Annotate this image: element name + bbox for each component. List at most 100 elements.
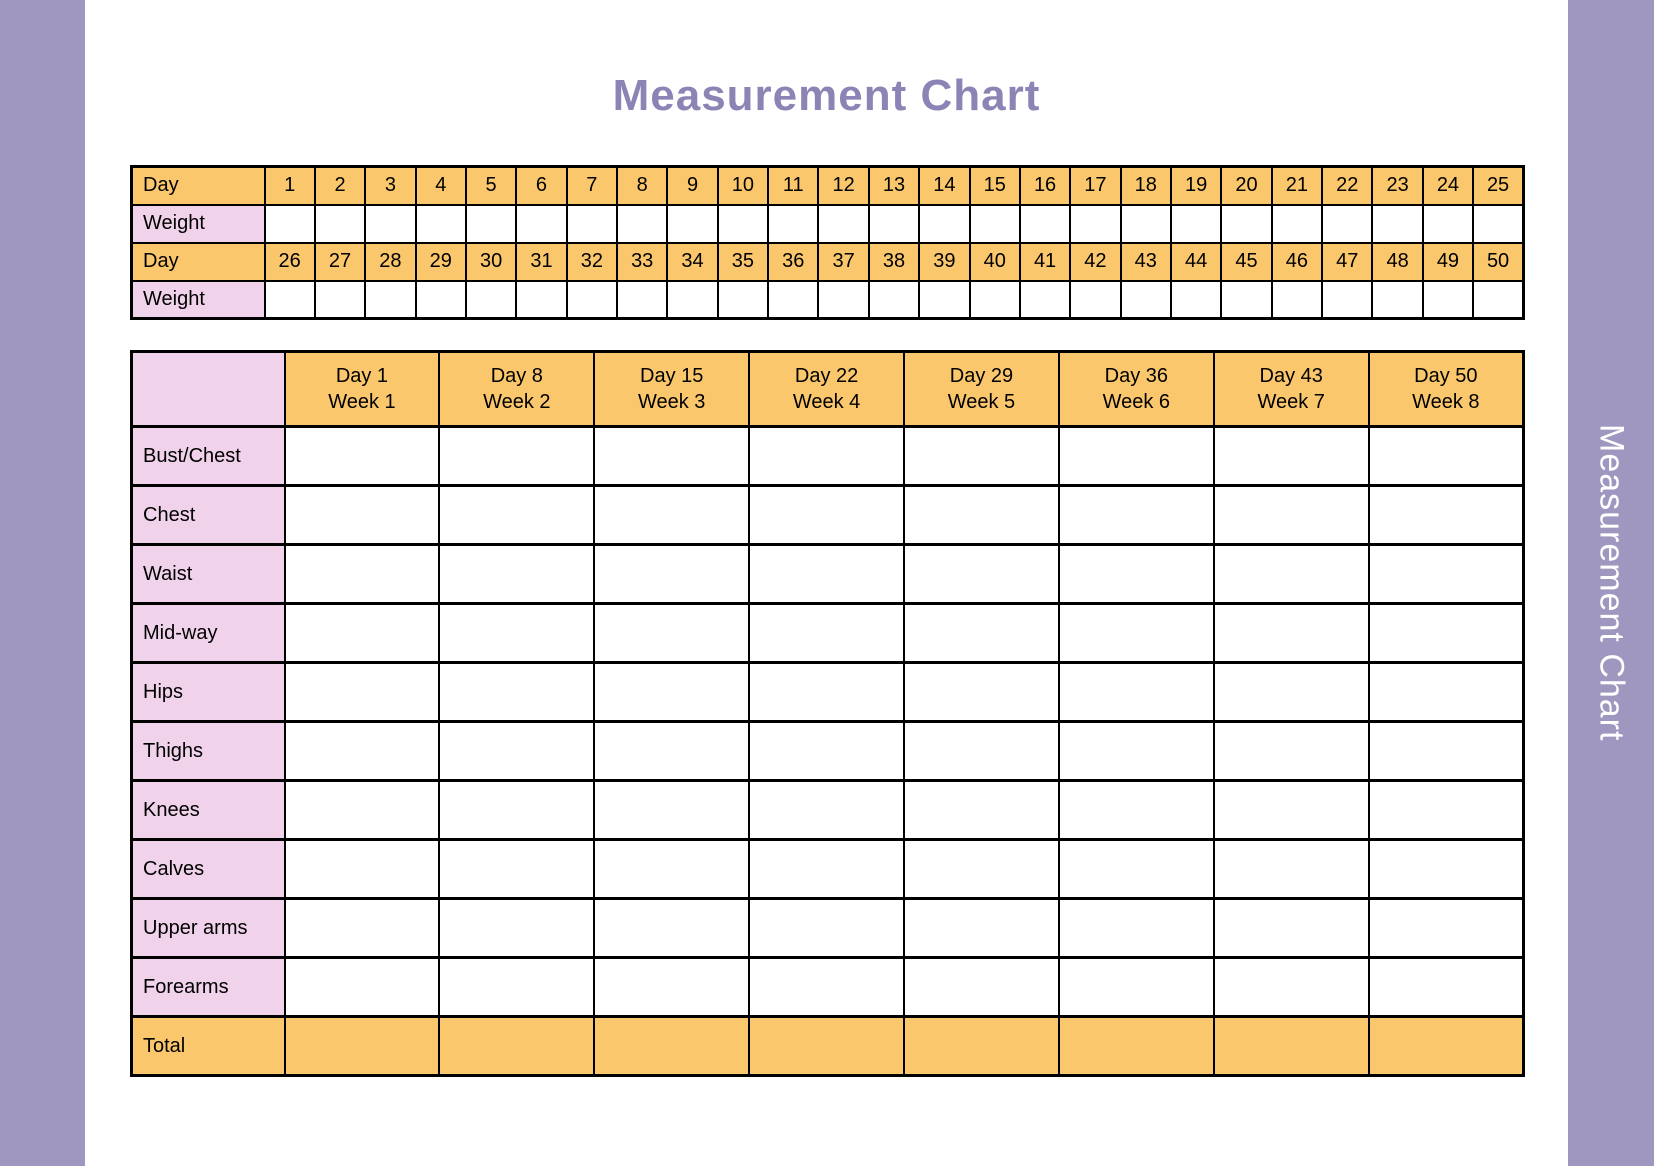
day-number-cell: 15 — [968, 165, 1021, 206]
weight-entry-cell — [616, 203, 669, 244]
weight-entry-cell — [867, 279, 921, 320]
header-week-label: Week 6 — [1102, 391, 1171, 413]
measurement-cell — [748, 661, 905, 723]
weight-entry-cell — [817, 279, 870, 320]
weight-entry-cell — [515, 203, 568, 244]
weekly-header-week-7: Day 43 Week 7 — [1212, 350, 1370, 428]
day-number-cell: 20 — [1220, 165, 1273, 206]
weight-entry-cell — [313, 279, 367, 320]
day-number-cell: 11 — [767, 165, 820, 206]
weight-entry-cell — [1321, 203, 1374, 244]
weight-entry-cell — [867, 203, 921, 244]
day-number-cell: 36 — [767, 241, 820, 282]
header-week-label: Week 8 — [1412, 391, 1480, 413]
daily-day-row-2: Day 26 27 28 29 30 31 32 33 34 35 36 37 38 39 40 41 42 43 4… — [130, 241, 1525, 282]
measurement-cell — [438, 956, 596, 1018]
weight-entry-cell — [616, 279, 669, 320]
weekly-row-forearms: Forearms — [130, 956, 1525, 1018]
weekly-total-row: Total — [130, 1015, 1525, 1077]
day-number-cell: 2 — [313, 165, 367, 206]
weight-entry-cell — [1069, 203, 1122, 244]
header-week-label: Week 3 — [637, 391, 706, 413]
day-number-cell: 30 — [464, 241, 518, 282]
measurement-cell — [438, 897, 596, 959]
day-number-cell: 5 — [464, 165, 518, 206]
day-number-cell: 14 — [918, 165, 971, 206]
total-cell — [1057, 1015, 1215, 1077]
measurement-cell — [438, 838, 596, 900]
day-number-cell: 37 — [817, 241, 870, 282]
day-number-cell: 48 — [1371, 241, 1424, 282]
measurement-cell — [903, 897, 1060, 959]
day-number-cell: 43 — [1119, 241, 1172, 282]
measurement-cell — [748, 425, 905, 487]
header-day-label: Day 43 — [1259, 365, 1323, 387]
measurement-cell — [593, 897, 751, 959]
row-label-knees: Knees — [130, 779, 286, 841]
weekly-row-calves: Calves — [130, 838, 1525, 900]
weight-entry-cell — [666, 203, 719, 244]
weight-entry-cell — [1169, 203, 1223, 244]
right-accent-band: Measurement Chart — [1568, 0, 1654, 1166]
weight-entry-cell — [968, 203, 1021, 244]
measurement-cell — [748, 602, 905, 664]
weight-entry-cell — [968, 279, 1021, 320]
weekly-corner-cell — [130, 350, 286, 428]
measurement-cell — [1367, 484, 1525, 546]
day-number-cell: 50 — [1472, 241, 1525, 282]
daily-weight-row-2: Weight — [130, 279, 1525, 320]
measurement-cell — [283, 484, 441, 546]
measurement-cell — [1212, 602, 1370, 664]
weight-entry-cell — [364, 203, 417, 244]
weekly-row-chest: Chest — [130, 484, 1525, 546]
weight-entry-cell — [1472, 203, 1525, 244]
day-number-cell: 23 — [1371, 165, 1424, 206]
measurement-cell — [903, 661, 1060, 723]
day-number-cell: 16 — [1018, 165, 1072, 206]
measurement-cell — [1057, 838, 1215, 900]
weight-entry-cell — [364, 279, 417, 320]
header-week-label: Week 7 — [1257, 391, 1325, 413]
measurement-cell — [283, 956, 441, 1018]
weekly-header-week-3: Day 15 Week 3 — [593, 350, 751, 428]
total-cell — [903, 1015, 1060, 1077]
measurement-cell — [748, 838, 905, 900]
measurement-cell — [283, 543, 441, 605]
measurement-cell — [593, 779, 751, 841]
measurement-cell — [1367, 543, 1525, 605]
measurement-cell — [903, 484, 1060, 546]
weight-entry-cell — [1421, 279, 1475, 320]
measurement-cell — [1367, 779, 1525, 841]
weekly-row-bust-chest: Bust/Chest — [130, 425, 1525, 487]
weight-entry-cell — [464, 279, 518, 320]
weight-entry-cell — [767, 279, 820, 320]
day-number-cell: 24 — [1421, 165, 1475, 206]
day-number-cell: 3 — [364, 165, 417, 206]
header-day-label: Day 1 — [335, 365, 389, 387]
weight-entry-cell — [666, 279, 719, 320]
row-label-upper-arms: Upper arms — [130, 897, 286, 959]
measurement-cell — [1367, 602, 1525, 664]
row-label-bust-chest: Bust/Chest — [130, 425, 286, 487]
measurement-cell — [748, 897, 905, 959]
measurement-cell — [1212, 897, 1370, 959]
day-number-cell: 19 — [1169, 165, 1223, 206]
header-week-label: Week 1 — [328, 391, 396, 413]
weekly-row-mid-way: Mid-way — [130, 602, 1525, 664]
row-label-forearms: Forearms — [130, 956, 286, 1018]
weight-entry-cell — [1018, 203, 1072, 244]
measurement-cell — [748, 720, 905, 782]
day-number-cell: 25 — [1472, 165, 1525, 206]
day-number-cell: 17 — [1069, 165, 1122, 206]
measurement-cell — [1212, 838, 1370, 900]
measurement-cell — [1057, 779, 1215, 841]
weight-entry-cell — [767, 203, 820, 244]
measurement-cell — [1212, 425, 1370, 487]
day-number-cell: 34 — [666, 241, 719, 282]
weight-entry-cell — [263, 203, 316, 244]
day-number-cell: 46 — [1270, 241, 1324, 282]
total-cell — [1367, 1015, 1525, 1077]
day-number-cell: 32 — [565, 241, 619, 282]
weight-entry-cell — [1119, 203, 1172, 244]
day-number-cell: 1 — [263, 165, 316, 206]
